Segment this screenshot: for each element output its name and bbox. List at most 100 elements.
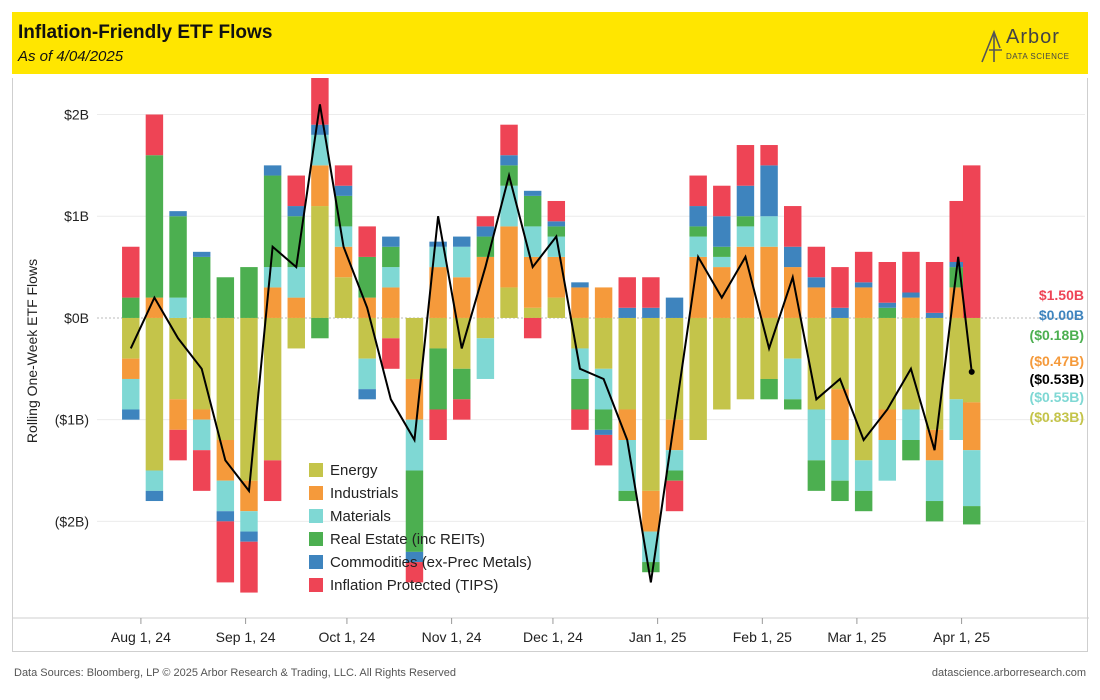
bar-segment xyxy=(784,267,802,318)
logo-subtext: DATA SCIENCE xyxy=(1006,52,1070,61)
legend-swatch xyxy=(309,486,323,500)
bar-segment xyxy=(878,302,897,308)
bar-segment xyxy=(122,317,140,359)
bar-segment xyxy=(311,165,329,207)
bar-segment xyxy=(263,267,282,288)
bar-segment xyxy=(334,246,353,278)
bar-segment xyxy=(311,134,329,166)
bar-segment xyxy=(405,551,424,563)
legend-swatch xyxy=(309,555,323,569)
bar-segment xyxy=(713,216,731,247)
bar-segment xyxy=(263,460,282,502)
bar-segment xyxy=(854,251,873,283)
bar-segment xyxy=(925,262,944,313)
bar-segment xyxy=(925,460,944,502)
bar-segment xyxy=(831,267,849,308)
bar-segment xyxy=(665,297,684,318)
bar-segment xyxy=(831,317,849,390)
bar-segment xyxy=(760,216,778,247)
bar-segment xyxy=(453,399,471,420)
bar-segment xyxy=(145,490,164,502)
bar-segment xyxy=(216,277,235,318)
bar-segment xyxy=(665,470,684,481)
bar-segment xyxy=(949,200,967,262)
bar-segment xyxy=(192,419,211,451)
legend-label: Commodities (ex-Prec Metals) xyxy=(330,554,532,571)
end-label: ($0.83B) xyxy=(1030,409,1084,425)
bar-segment xyxy=(594,409,613,430)
bar-segment xyxy=(240,541,258,593)
x-tick-label: Aug 1, 24 xyxy=(111,629,171,645)
bar-segment xyxy=(523,256,542,308)
bar-segment xyxy=(689,236,707,257)
bar-segment xyxy=(382,267,400,288)
bar-segment xyxy=(902,292,920,298)
bar-segment xyxy=(429,241,447,247)
bar-segment xyxy=(547,226,566,237)
bar-segment xyxy=(902,317,920,410)
bar-segment xyxy=(405,317,424,379)
bar-segment xyxy=(358,389,376,400)
bar-segment xyxy=(807,287,826,318)
bar-segment xyxy=(547,221,566,227)
bar-segment xyxy=(878,440,897,481)
bar-segment xyxy=(665,480,684,512)
bar-segment xyxy=(500,155,518,166)
x-tick-label: Dec 1, 24 xyxy=(523,629,583,645)
bar-segment xyxy=(216,521,235,583)
legend-swatch xyxy=(309,578,323,592)
bar-segment xyxy=(453,368,471,400)
bar-segment xyxy=(902,297,920,318)
bar-segment xyxy=(618,409,636,440)
header-banner: Inflation-Friendly ETF Flows As of 4/04/… xyxy=(12,12,1088,74)
bar-segment xyxy=(334,165,353,186)
bar-segment xyxy=(807,277,826,288)
legend-label: Industrials xyxy=(330,485,398,502)
logo-word: Arbor xyxy=(1006,26,1060,48)
bar-segment xyxy=(949,317,967,400)
bar-segment xyxy=(145,155,164,298)
bar-segment xyxy=(925,501,944,522)
bar-segment xyxy=(736,216,755,227)
bar-segment xyxy=(405,378,424,420)
bar-segment xyxy=(311,124,329,135)
bar-segment xyxy=(594,429,613,435)
x-tick-label: Jan 1, 25 xyxy=(629,629,687,645)
bar-segment xyxy=(962,165,981,318)
bar-segment xyxy=(263,317,282,461)
bar-segment xyxy=(145,470,164,491)
bar-segment xyxy=(594,434,613,466)
bar-segment xyxy=(263,175,282,268)
bar-segment xyxy=(571,282,589,288)
bar-segment xyxy=(736,226,755,247)
bar-segment xyxy=(429,409,447,440)
bar-segment xyxy=(618,440,636,491)
bar-segment xyxy=(618,317,636,410)
bar-segment xyxy=(925,317,944,430)
bar-segment xyxy=(405,562,424,583)
bar-segment xyxy=(122,358,140,379)
bar-segment xyxy=(902,251,920,293)
bar-segment xyxy=(358,317,376,359)
bar-segment xyxy=(287,175,305,207)
footer-site-link[interactable]: datascience.arborresearch.com xyxy=(931,667,1086,679)
bar-segment xyxy=(382,246,400,268)
bar-segment xyxy=(476,256,495,318)
bar-segment xyxy=(571,378,589,410)
bar-segment xyxy=(145,317,164,471)
bar-segment xyxy=(311,206,329,318)
bar-segment xyxy=(594,287,613,318)
bar-segment xyxy=(665,317,684,420)
legend-label: Materials xyxy=(330,508,391,525)
legend-swatch xyxy=(309,509,323,523)
bar-segment xyxy=(962,450,981,507)
bar-segment xyxy=(382,338,400,369)
chart-subtitle: As of 4/04/2025 xyxy=(18,48,124,65)
bar-segment xyxy=(760,378,778,400)
bar-segment xyxy=(831,440,849,481)
bar-segment xyxy=(192,256,211,318)
y-tick-label: $0B xyxy=(64,310,89,326)
bar-segment xyxy=(784,399,802,410)
bar-segment xyxy=(122,378,140,410)
bar-segment xyxy=(145,114,164,156)
